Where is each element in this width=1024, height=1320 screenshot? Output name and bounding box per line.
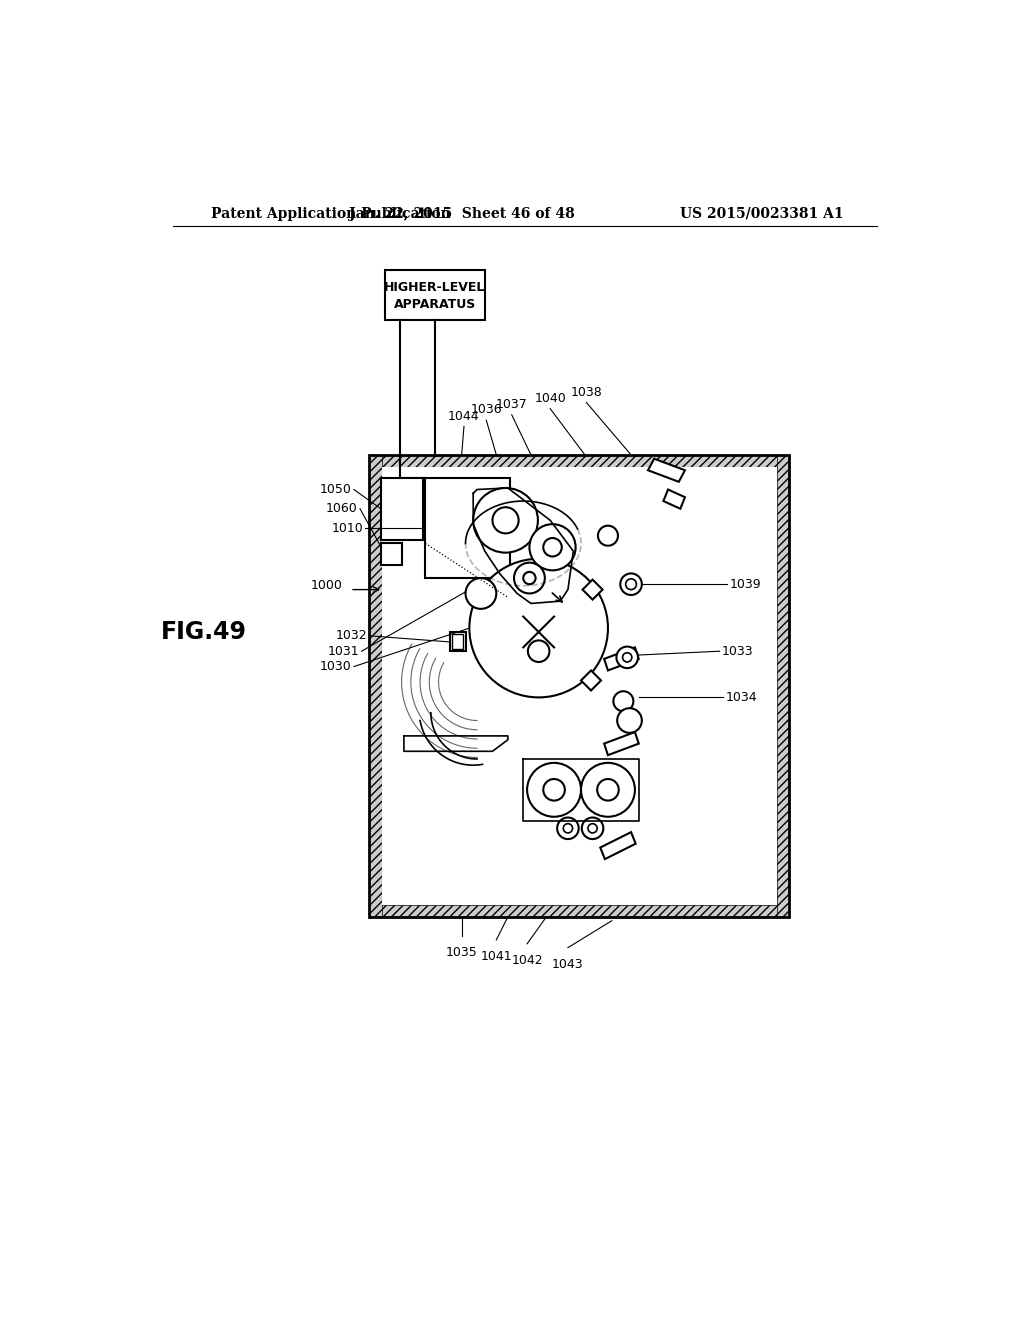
- Text: Patent Application Publication: Patent Application Publication: [211, 207, 451, 220]
- Circle shape: [544, 779, 565, 800]
- Circle shape: [588, 824, 597, 833]
- Text: Jan. 22, 2015  Sheet 46 of 48: Jan. 22, 2015 Sheet 46 of 48: [349, 207, 574, 220]
- Polygon shape: [583, 579, 602, 599]
- Circle shape: [617, 708, 642, 733]
- Text: 1035: 1035: [445, 946, 477, 960]
- Text: 1000: 1000: [310, 579, 342, 593]
- Circle shape: [514, 562, 545, 594]
- Circle shape: [623, 653, 632, 663]
- Text: 1038: 1038: [570, 385, 602, 399]
- Text: 1044: 1044: [449, 409, 480, 422]
- Circle shape: [581, 763, 635, 817]
- Text: 1010: 1010: [332, 521, 364, 535]
- Text: FIG.49: FIG.49: [161, 620, 247, 644]
- Bar: [381, 478, 423, 540]
- Text: 1030: 1030: [319, 660, 351, 673]
- Bar: [370, 455, 788, 917]
- Text: 1043: 1043: [552, 958, 584, 970]
- Text: HIGHER-LEVEL: HIGHER-LEVEL: [384, 281, 485, 294]
- Bar: [370, 455, 382, 917]
- Text: US 2015/0023381 A1: US 2015/0023381 A1: [680, 207, 844, 220]
- Circle shape: [523, 572, 536, 585]
- Polygon shape: [581, 671, 601, 690]
- Text: 1036: 1036: [470, 404, 502, 416]
- Bar: [776, 455, 788, 917]
- Text: 1041: 1041: [480, 950, 512, 964]
- Circle shape: [598, 525, 617, 545]
- Polygon shape: [451, 632, 466, 651]
- Circle shape: [582, 817, 603, 840]
- Text: 1037: 1037: [496, 397, 527, 411]
- Polygon shape: [453, 635, 463, 649]
- Text: 1050: 1050: [319, 483, 351, 496]
- Bar: [425, 478, 510, 578]
- Polygon shape: [604, 733, 639, 755]
- Bar: [385, 271, 484, 321]
- Circle shape: [466, 578, 497, 609]
- Text: APPARATUS: APPARATUS: [393, 297, 476, 310]
- Bar: [382, 467, 776, 904]
- Bar: [381, 544, 402, 565]
- Text: 1031: 1031: [328, 644, 359, 657]
- Circle shape: [613, 692, 634, 711]
- Circle shape: [563, 824, 572, 833]
- Text: 1039: 1039: [730, 578, 761, 591]
- Bar: [370, 904, 788, 917]
- Circle shape: [544, 539, 562, 557]
- Circle shape: [469, 558, 608, 697]
- Polygon shape: [600, 832, 636, 859]
- Circle shape: [557, 817, 579, 840]
- Text: 1033: 1033: [722, 644, 754, 657]
- Circle shape: [616, 647, 638, 668]
- Circle shape: [626, 578, 637, 590]
- Circle shape: [473, 488, 538, 553]
- Circle shape: [621, 573, 642, 595]
- Text: 1040: 1040: [535, 392, 566, 405]
- Circle shape: [529, 524, 575, 570]
- Text: 1042: 1042: [511, 954, 543, 966]
- Polygon shape: [648, 459, 685, 482]
- Text: 1032: 1032: [335, 630, 367, 643]
- Text: 1060: 1060: [326, 502, 357, 515]
- Circle shape: [528, 640, 550, 663]
- Circle shape: [527, 763, 581, 817]
- Polygon shape: [604, 647, 639, 671]
- Text: 1034: 1034: [726, 690, 758, 704]
- Polygon shape: [664, 490, 685, 508]
- Circle shape: [597, 779, 618, 800]
- Bar: [370, 455, 788, 467]
- Circle shape: [493, 507, 518, 533]
